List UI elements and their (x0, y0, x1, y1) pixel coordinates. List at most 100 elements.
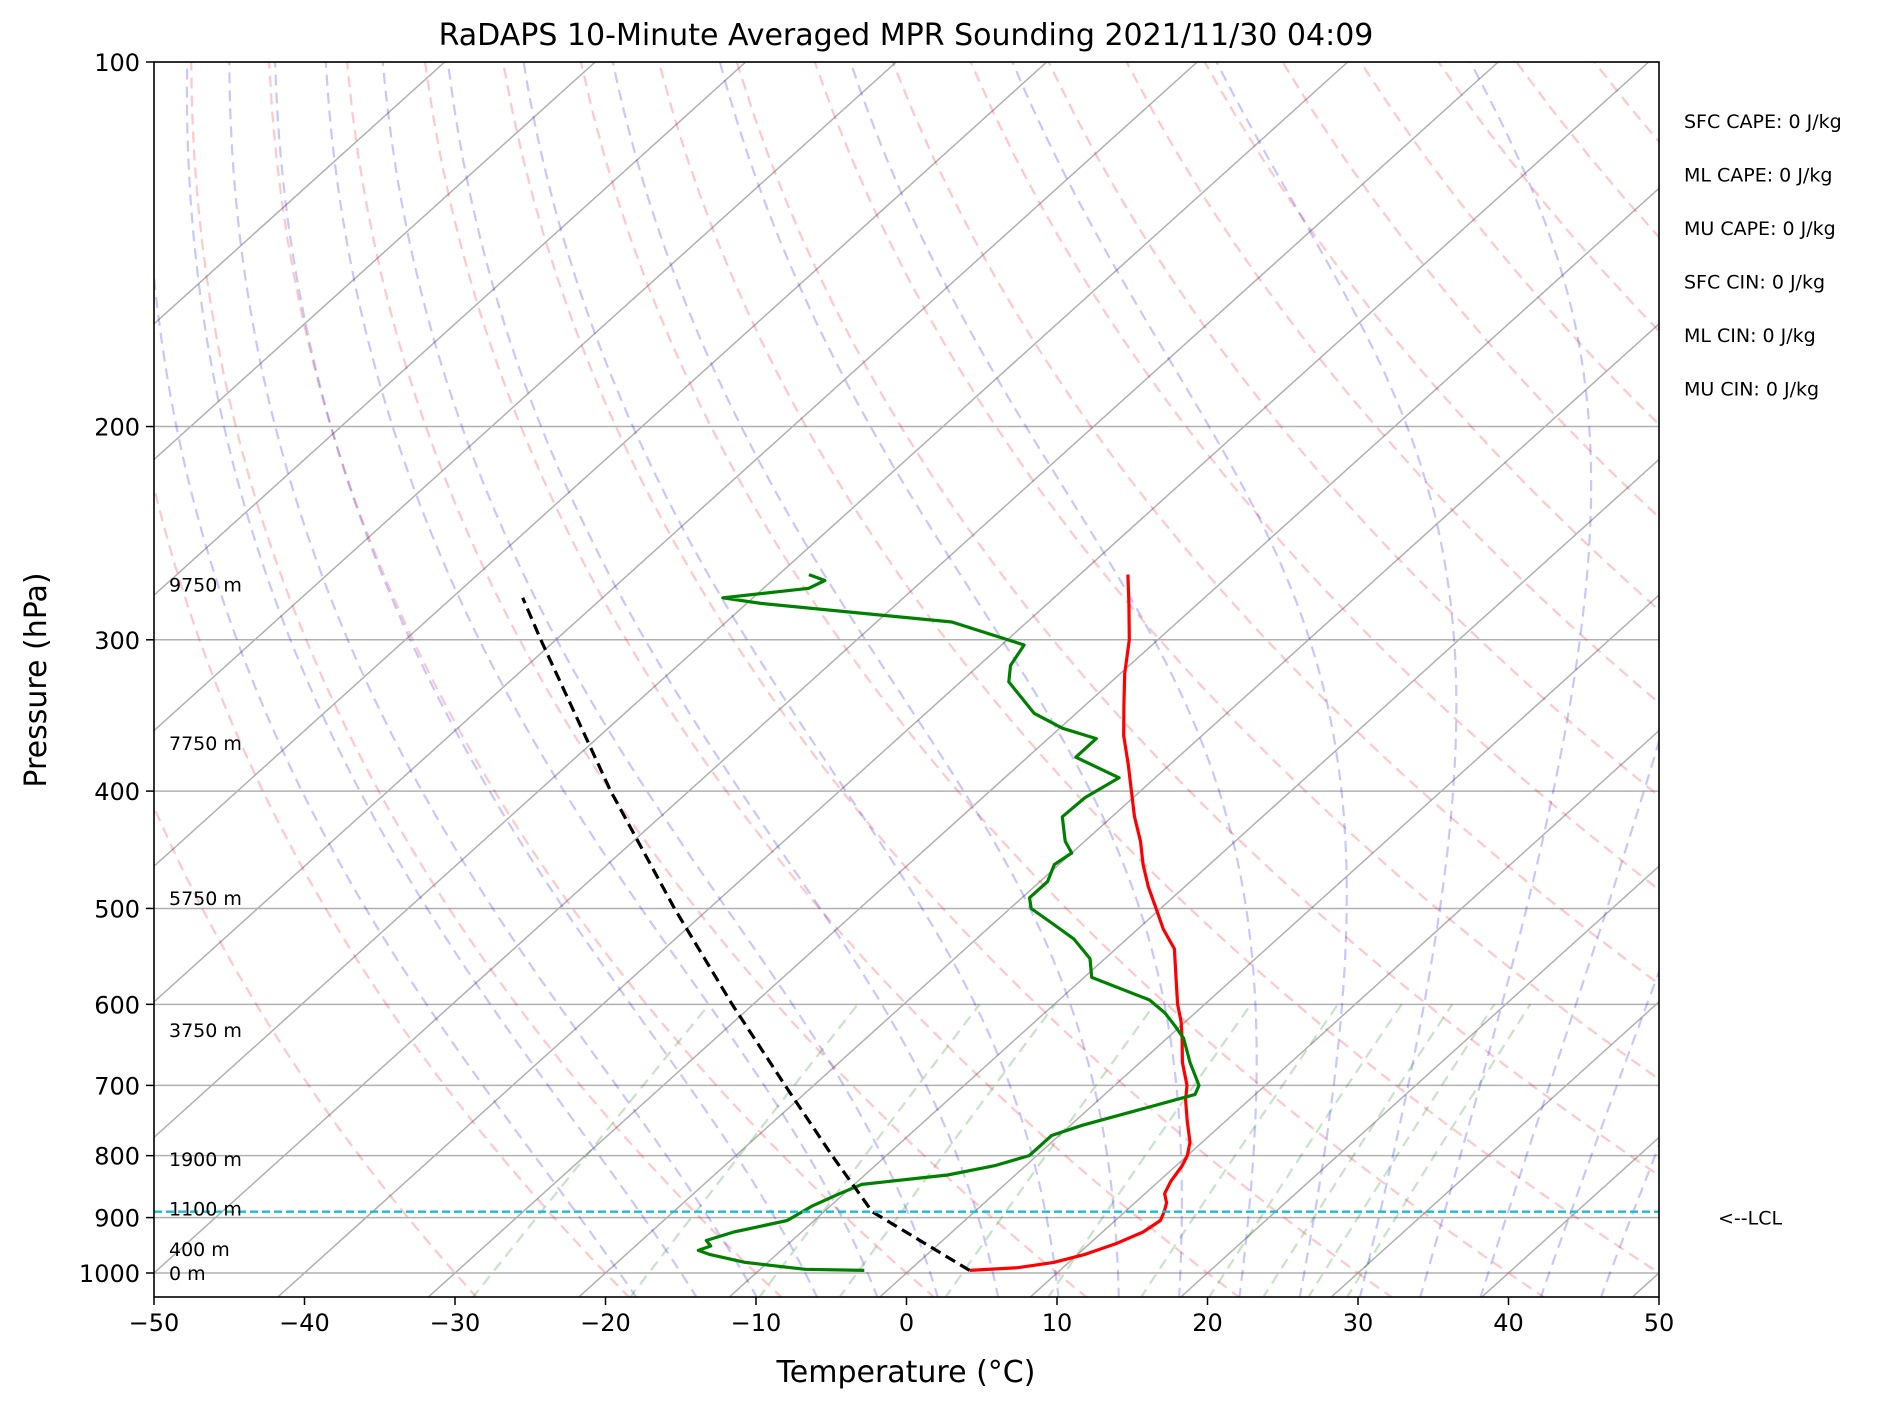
isotherm-line (878, 594, 1659, 1297)
dry-adiabat (1672, 62, 1882, 1299)
index-text: MU CAPE: 0 J/kg (1684, 218, 1836, 240)
dry-adiabat (1515, 62, 1659, 239)
dry-adiabat (579, 62, 1546, 1297)
isotherm-line (154, 62, 1198, 1003)
isotherm-line (154, 62, 1349, 1139)
height-label: 3750 m (169, 1020, 242, 1042)
isotherm-line (427, 187, 1659, 1297)
dry-adiabat (1359, 62, 1659, 426)
moist-adiabat (154, 265, 638, 1297)
index-text: ML CAPE: 0 J/kg (1684, 165, 1832, 187)
isotherm-line (1480, 1136, 1659, 1297)
background-reference-lines (154, 62, 1882, 1299)
chart-title: RaDAPS 10-Minute Averaged MPR Sounding 2… (439, 18, 1374, 53)
dry-adiabat (154, 482, 631, 1297)
moist-adiabat (1419, 62, 1593, 1297)
dry-adiabat (657, 62, 1659, 1275)
dry-adiabat (1750, 62, 1882, 1299)
height-label: 1100 m (169, 1199, 242, 1221)
dry-adiabat (1047, 62, 1659, 798)
isotherm-line (577, 322, 1659, 1297)
x-tick-label: 30 (1343, 1309, 1374, 1337)
x-axis-ticks: −50 −40 −30 −20 −10 0 10 20 30 40 50 (129, 1297, 1675, 1337)
parcel-profile (521, 597, 971, 1272)
isotherm-line (1179, 865, 1659, 1297)
mixing-ratio-line (471, 1003, 710, 1297)
y-tick-label: 300 (94, 627, 140, 655)
height-label: 7750 m (169, 733, 242, 755)
x-axis-label: Temperature (°C) (776, 1355, 1036, 1390)
y-axis-label: Pressure (hPa) (19, 572, 54, 787)
x-tick-label: −50 (129, 1309, 180, 1337)
dry-adiabat (969, 62, 1659, 891)
moist-adiabat (611, 62, 1120, 1297)
y-tick-label: 600 (94, 991, 140, 1019)
x-tick-label: 0 (899, 1309, 914, 1337)
dry-adiabat (423, 62, 1241, 1297)
index-text: ML CIN: 0 J/kg (1684, 325, 1816, 347)
lcl-layer: <--LCL (154, 1208, 1782, 1230)
dry-adiabat (1828, 62, 1882, 1299)
y-tick-label: 700 (94, 1072, 140, 1100)
mixing-ratio-line (1307, 1003, 1496, 1297)
mixing-ratio-line (1207, 1003, 1403, 1297)
isotherm-line (1631, 1271, 1659, 1297)
y-tick-label: 800 (94, 1143, 140, 1171)
moist-adiabat (1599, 1142, 1659, 1297)
mixing-ratio-line (944, 1003, 1156, 1297)
isotherm-line (276, 62, 1650, 1297)
x-tick-label: −20 (580, 1309, 631, 1337)
x-tick-label: 10 (1042, 1309, 1073, 1337)
height-label: 400 m (169, 1239, 230, 1261)
y-tick-label: 900 (94, 1205, 140, 1233)
height-label: 1900 m (169, 1149, 242, 1171)
mixing-ratio-line (838, 1003, 1056, 1297)
x-tick-label: 50 (1644, 1309, 1675, 1337)
sounding-profiles (521, 573, 1201, 1272)
y-tick-label: 200 (94, 414, 140, 442)
x-tick-label: 20 (1192, 1309, 1223, 1337)
mixing-ratio-line (1047, 1003, 1252, 1297)
dry-adiabat (1125, 62, 1659, 705)
y-tick-label: 100 (94, 49, 140, 77)
isotherm-line (154, 62, 1048, 868)
moist-adiabat (1479, 737, 1659, 1297)
dry-adiabat (1437, 62, 1659, 333)
dry-adiabat (268, 62, 936, 1297)
isotherm-line (154, 62, 1499, 1275)
plot-frame (153, 61, 1660, 1298)
dry-adiabat (735, 62, 1659, 1177)
moist-adiabat (1215, 62, 1458, 1297)
dry-adiabat (1593, 62, 1659, 144)
index-text: SFC CAPE: 0 J/kg (1684, 111, 1842, 133)
isotherm-line (1330, 1000, 1659, 1297)
mixing-ratio-line (1139, 1003, 1339, 1297)
mixing-ratio-line (1262, 1003, 1454, 1297)
isotherm-line (154, 62, 897, 732)
x-tick-label: −30 (430, 1309, 481, 1337)
dry-adiabat (1203, 62, 1659, 612)
dewpoint-profile (696, 573, 1201, 1272)
isotherm-line (154, 62, 446, 325)
dry-adiabat (891, 62, 1659, 986)
y-tick-label: 1000 (79, 1260, 140, 1288)
height-label: 5750 m (169, 888, 242, 910)
index-text: MU CIN: 0 J/kg (1684, 379, 1819, 401)
lcl-label: <--LCL (1718, 1208, 1782, 1230)
y-axis-ticks: 100 200 300 400 500 600 700 800 900 1000 (79, 49, 154, 1288)
dry-adiabat (154, 804, 478, 1297)
moist-adiabat (324, 62, 879, 1297)
y-tick-label: 500 (94, 895, 140, 923)
mixing-ratio-line (1345, 1003, 1532, 1297)
isotherm-line (154, 62, 596, 461)
moist-adiabat (274, 62, 819, 1297)
x-tick-label: −40 (279, 1309, 330, 1337)
index-text: SFC CIN: 0 J/kg (1684, 272, 1825, 294)
dry-adiabat (813, 62, 1659, 1081)
moist-adiabat (1539, 968, 1659, 1297)
moist-adiabat (381, 62, 939, 1297)
height-label: 9750 m (169, 574, 242, 596)
isotherm-line (728, 458, 1659, 1297)
